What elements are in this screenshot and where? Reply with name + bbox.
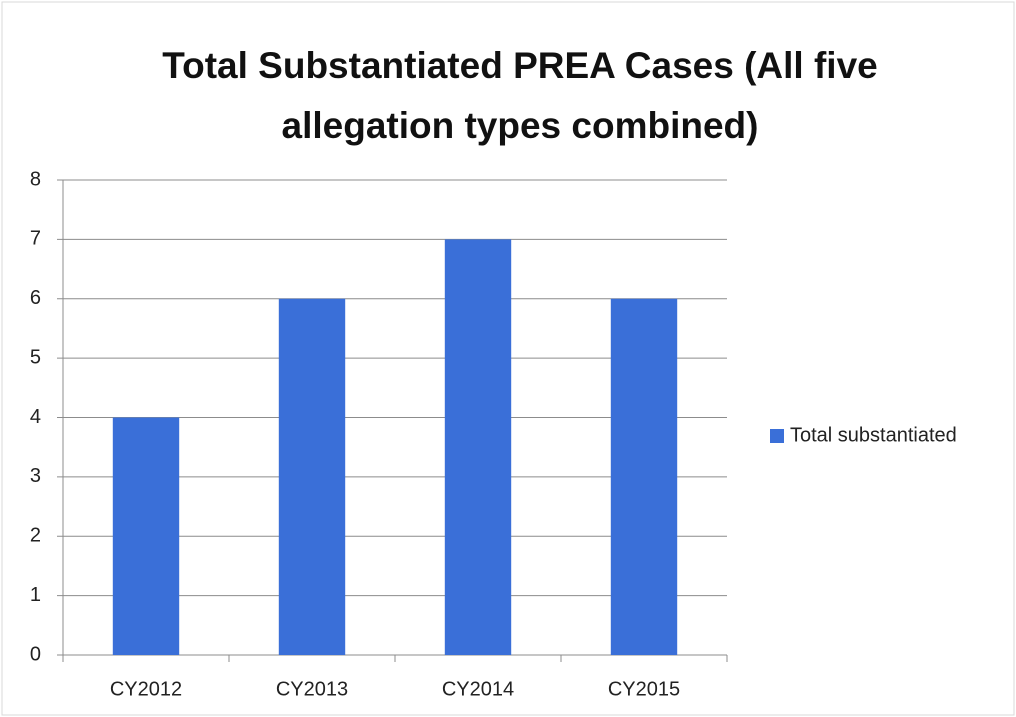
legend-label: Total substantiated [790, 424, 957, 446]
x-tick-label: CY2013 [276, 678, 348, 700]
y-tick-label: 8 [30, 168, 41, 190]
x-tick-label: CY2012 [110, 678, 182, 700]
legend-swatch [770, 429, 784, 443]
y-tick-label: 4 [30, 406, 41, 428]
bar [444, 239, 512, 655]
y-tick-label: 6 [30, 287, 41, 309]
bar [278, 298, 346, 655]
x-tick-label: CY2014 [442, 678, 514, 700]
y-tick-label: 1 [30, 584, 41, 606]
bar [112, 417, 180, 655]
x-tick-label: CY2015 [608, 678, 680, 700]
y-tick-label: 3 [30, 465, 41, 487]
y-tick-label: 0 [30, 643, 41, 665]
y-tick-label: 2 [30, 525, 41, 547]
chart-title: Total Substantiated PREA Cases (All five… [162, 45, 878, 146]
y-tick-label: 7 [30, 228, 41, 250]
y-tick-label: 5 [30, 346, 41, 368]
bar [610, 298, 678, 655]
